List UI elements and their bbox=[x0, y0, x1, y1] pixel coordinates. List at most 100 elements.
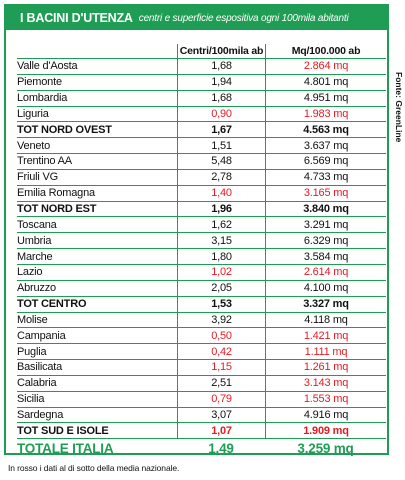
source-label: Fonte: GreenLine bbox=[394, 72, 405, 142]
table-row: Puglia 0,42 1.111 mq bbox=[17, 344, 386, 361]
centri-cell: 5,48 bbox=[177, 154, 265, 169]
subtotal-row: TOT SUD E ISOLE 1,07 1.909 mq bbox=[17, 423, 386, 440]
centri-cell: 1,80 bbox=[177, 249, 265, 264]
centri-cell: 1,51 bbox=[177, 138, 265, 154]
mq-cell: 3.291 mq bbox=[265, 217, 386, 233]
centri-cell: 3,92 bbox=[177, 312, 265, 328]
centri-cell: 0,79 bbox=[177, 391, 265, 407]
mq-cell: 4.951 mq bbox=[265, 90, 386, 106]
region-name-cell: Marche bbox=[17, 250, 53, 263]
centri-cell: 1,62 bbox=[177, 217, 265, 233]
mq-cell: 1.261 mq bbox=[265, 360, 386, 375]
table-row: Lombardia 1,68 4.951 mq bbox=[17, 90, 386, 107]
region-name-cell: Molise bbox=[17, 313, 48, 326]
table-title: I BACINI D'UTENZA bbox=[20, 11, 133, 25]
region-name-cell: Abruzzo bbox=[17, 282, 56, 295]
table-row: Sardegna 3,07 4.916 mq bbox=[17, 407, 386, 424]
region-name-cell: TOT NORD EST bbox=[17, 203, 97, 216]
total-label: TOTALE ITALIA bbox=[17, 440, 114, 456]
mq-cell: 1.111 mq bbox=[265, 344, 386, 360]
table-row: Calabria 2,51 3.143 mq bbox=[17, 375, 386, 392]
table-row: Abruzzo 2,05 4.100 mq bbox=[17, 280, 386, 297]
mq-cell: 4.801 mq bbox=[265, 74, 386, 90]
region-name-cell: Lombardia bbox=[17, 92, 68, 105]
table-header-bar: I BACINI D'UTENZA centri e superficie es… bbox=[6, 6, 387, 30]
column-header-mq: Mq/100.000 ab bbox=[265, 44, 386, 58]
table-row: Sicilia 0,79 1.553 mq bbox=[17, 391, 386, 408]
table-row: Umbria 3,15 6.329 mq bbox=[17, 233, 386, 250]
centri-cell: 3,07 bbox=[177, 407, 265, 423]
region-name-cell: Puglia bbox=[17, 345, 47, 358]
region-name-cell: Liguria bbox=[17, 107, 49, 120]
table-row: Liguria 0,90 1.983 mq bbox=[17, 106, 386, 123]
centri-cell: 1,15 bbox=[177, 360, 265, 375]
region-name-cell: Sicilia bbox=[17, 393, 45, 406]
region-name-cell: TOT CENTRO bbox=[17, 298, 87, 311]
centri-cell: 1,53 bbox=[177, 296, 265, 312]
table-row: Toscana 1,62 3.291 mq bbox=[17, 217, 386, 234]
region-name-cell: Toscana bbox=[17, 218, 57, 231]
region-name-cell: Campania bbox=[17, 329, 66, 342]
region-name-cell: Sardegna bbox=[17, 408, 64, 421]
region-name-cell: Piemonte bbox=[17, 76, 62, 89]
table-panel: I BACINI D'UTENZA centri e superficie es… bbox=[4, 4, 389, 457]
region-name-cell: TOT NORD OVEST bbox=[17, 123, 112, 136]
region-name-cell: Friuli VG bbox=[17, 171, 58, 184]
centri-cell: 1,68 bbox=[177, 90, 265, 106]
mq-cell: 3.584 mq bbox=[265, 249, 386, 264]
subtotal-row: TOT CENTRO 1,53 3.327 mq bbox=[17, 296, 386, 313]
mq-cell: 3.637 mq bbox=[265, 138, 386, 154]
mq-cell: 3.143 mq bbox=[265, 375, 386, 391]
centri-cell: 0,90 bbox=[177, 106, 265, 122]
centri-cell: 1,94 bbox=[177, 74, 265, 90]
mq-cell: 2.614 mq bbox=[265, 264, 386, 280]
table-row: Piemonte 1,94 4.801 mq bbox=[17, 74, 386, 91]
table-row: Campania 0,50 1.421 mq bbox=[17, 328, 386, 345]
region-name-cell: Emilia Romagna bbox=[17, 187, 95, 200]
mq-cell: 4.733 mq bbox=[265, 169, 386, 185]
centri-cell: 2,51 bbox=[177, 375, 265, 391]
table-row: Valle d'Aosta 1,68 2.864 mq bbox=[17, 59, 386, 75]
mq-cell: 6.569 mq bbox=[265, 154, 386, 169]
subtotal-row: TOT NORD OVEST 1,67 4.563 mq bbox=[17, 122, 386, 139]
region-name-cell: Basilicata bbox=[17, 361, 63, 374]
region-name-cell: Valle d'Aosta bbox=[17, 60, 78, 73]
centri-cell: 0,42 bbox=[177, 344, 265, 360]
source-text: Fonte: GreenLine bbox=[394, 72, 404, 143]
mq-cell: 1.421 mq bbox=[265, 328, 386, 344]
centri-cell: 1,68 bbox=[177, 59, 265, 74]
centri-cell: 1,07 bbox=[177, 423, 265, 439]
total-centri: 1,49 bbox=[208, 440, 234, 456]
total-mq: 3.259 mq bbox=[297, 440, 354, 456]
centri-cell: 2,05 bbox=[177, 280, 265, 296]
mq-cell: 4.563 mq bbox=[265, 122, 386, 138]
mq-cell: 4.118 mq bbox=[265, 312, 386, 328]
centri-cell: 0,50 bbox=[177, 328, 265, 344]
centri-cell: 1,96 bbox=[177, 201, 265, 217]
centri-cell: 1,67 bbox=[177, 122, 265, 138]
mq-cell: 3.327 mq bbox=[265, 296, 386, 312]
region-name-cell: Calabria bbox=[17, 377, 57, 390]
footnote: In rosso i dati al di sotto della media … bbox=[8, 463, 180, 473]
region-name-cell: TOT SUD E ISOLE bbox=[17, 424, 109, 437]
centri-cell: 2,78 bbox=[177, 169, 265, 185]
region-name-cell: Umbria bbox=[17, 234, 52, 247]
centri-cell: 3,15 bbox=[177, 233, 265, 249]
mq-cell: 1.553 mq bbox=[265, 391, 386, 407]
subtotal-row: TOT NORD EST 1,96 3.840 mq bbox=[17, 201, 386, 218]
region-name-cell: Trentino AA bbox=[17, 155, 72, 168]
mq-cell: 2.864 mq bbox=[265, 59, 386, 74]
table-row: Emilia Romagna 1,40 3.165 mq bbox=[17, 185, 386, 202]
mq-cell: 1.909 mq bbox=[265, 423, 386, 439]
table-row: Trentino AA 5,48 6.569 mq bbox=[17, 154, 386, 170]
mq-cell: 3.165 mq bbox=[265, 185, 386, 201]
table-row: Friuli VG 2,78 4.733 mq bbox=[17, 169, 386, 186]
centri-cell: 1,02 bbox=[177, 264, 265, 280]
mq-cell: 4.916 mq bbox=[265, 407, 386, 423]
table-row: Basilicata 1,15 1.261 mq bbox=[17, 360, 386, 376]
column-header-centri: Centri/100mila ab bbox=[177, 44, 265, 58]
table-row: Lazio 1,02 2.614 mq bbox=[17, 264, 386, 281]
data-table: Centri/100mila ab Mq/100.000 ab Valle d'… bbox=[17, 44, 386, 457]
region-name-cell: Lazio bbox=[17, 266, 43, 279]
mq-cell: 1.983 mq bbox=[265, 106, 386, 122]
